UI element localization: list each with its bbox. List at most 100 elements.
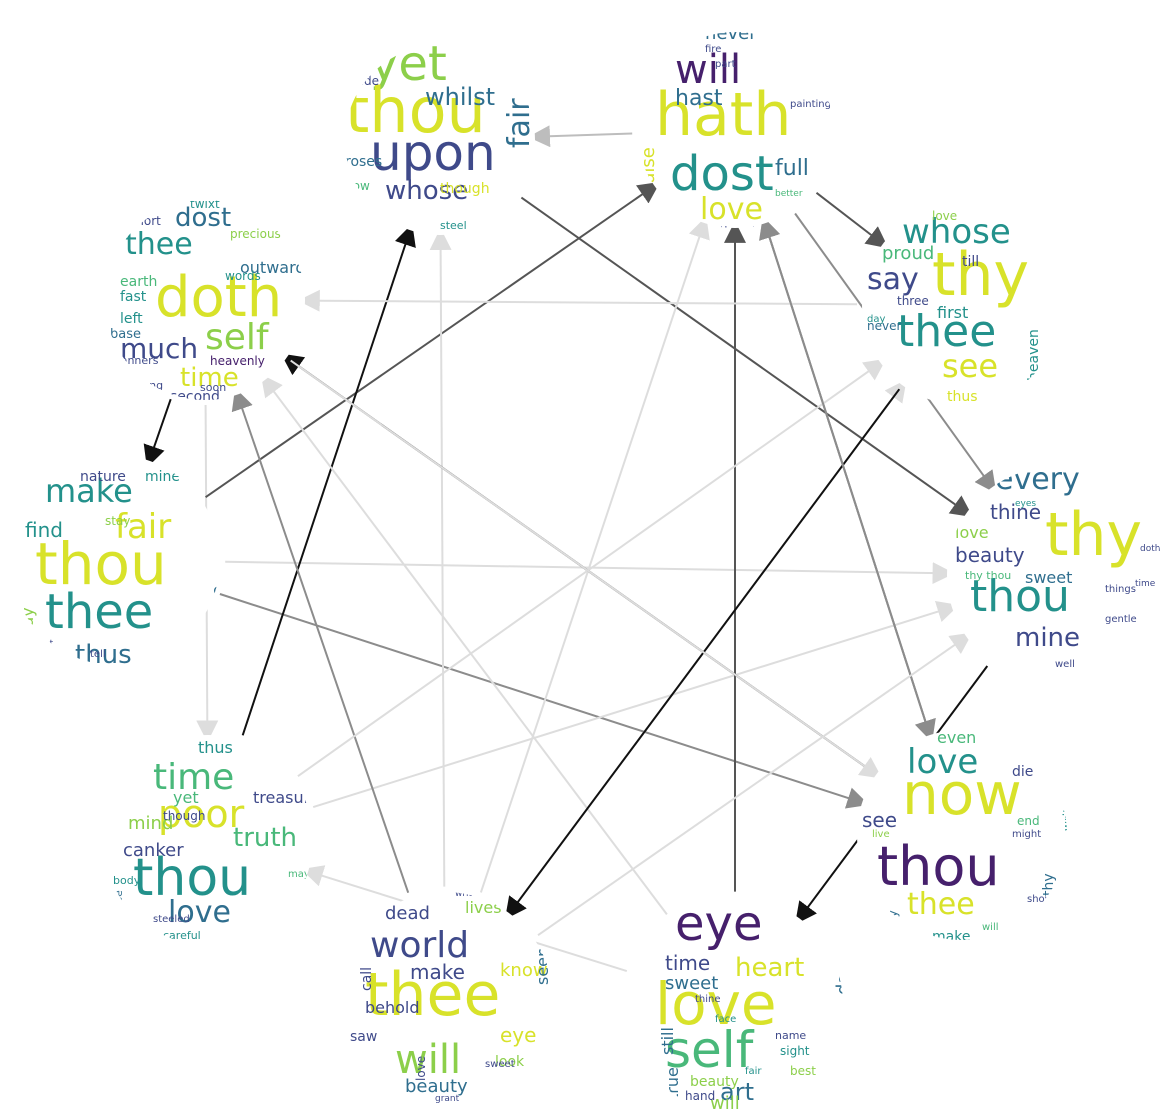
- cloud-word: see: [862, 808, 898, 832]
- cloud-word: whilst: [425, 83, 496, 111]
- cloud-word: find: [25, 518, 63, 542]
- cloud-word: beauty: [690, 1074, 739, 1090]
- cloud-word: time: [1135, 579, 1156, 589]
- cloud-word: dost: [175, 203, 232, 233]
- cloud-word: made: [345, 74, 380, 88]
- wordcloud-n9: even love die now see thou thee make end might wri…: [857, 730, 1067, 940]
- cloud-word: much: [120, 332, 199, 365]
- cloud-word: heart: [735, 953, 805, 983]
- cloud-word: love: [655, 970, 777, 1038]
- cloud-word: self: [665, 1021, 754, 1079]
- cloud-word: thou: [970, 571, 1070, 622]
- edge-n7-to-n4: [231, 387, 410, 894]
- cloud-word: happy: [1115, 474, 1143, 484]
- edge-n9-to-n2: [759, 216, 930, 731]
- cloud-word: saw: [350, 1029, 378, 1045]
- cloud-word: doth: [155, 265, 283, 330]
- cloud-word: write: [455, 892, 478, 899]
- cloud-word: thou: [345, 74, 486, 147]
- cloud-word: might: [1012, 829, 1042, 840]
- cloud-word: live: [872, 829, 890, 840]
- cloud-word: thus: [947, 389, 978, 405]
- wordcloud-n7: world dead lives thee make know eye will behold s…: [337, 892, 553, 1108]
- wordcloud-n10: every thine thy love beauty sweet thou mine thy …: [947, 467, 1163, 683]
- cloud-word: making: [345, 54, 383, 65]
- cloud-word: sight: [780, 1044, 810, 1058]
- cloud-word: doth: [1140, 544, 1161, 554]
- cloud-word: fast: [120, 289, 147, 305]
- cloud-word: world: [370, 925, 470, 966]
- cloud-word: true: [663, 1067, 682, 1101]
- edge-n6-to-n10: [312, 601, 960, 809]
- edge-n3-to-n7: [504, 388, 901, 920]
- cloud-word: fair: [502, 98, 535, 148]
- cloud-word: love: [168, 895, 231, 930]
- cloud-word: upon: [370, 124, 496, 182]
- cloud-word: thy thou: [965, 569, 1012, 582]
- cloud-word: day: [867, 314, 886, 325]
- cloud-word: even: [937, 730, 977, 747]
- cloud-word: yet: [370, 45, 447, 92]
- cloud-word: will: [675, 47, 742, 93]
- cloud-word: say: [867, 262, 919, 297]
- cloud-word: proud: [882, 243, 935, 264]
- cloud-word: come: [208, 585, 220, 635]
- cloud-word: love: [700, 192, 763, 227]
- cloud-word: lives: [465, 898, 502, 917]
- cloud-word: thou: [133, 848, 252, 908]
- wordcloud-n5: make fair thou thee thus find nature mine stay co…: [10, 455, 220, 665]
- cloud-word: write: [1061, 801, 1067, 832]
- cloud-word: though: [163, 809, 206, 823]
- cloud-word: yet: [173, 788, 199, 807]
- cloud-word: still: [658, 1027, 677, 1056]
- edge-n5-to-n2: [205, 181, 661, 499]
- edge-n6-to-n3: [297, 358, 887, 778]
- cloud-word: first: [937, 303, 969, 322]
- cloud-word: heavenly: [210, 354, 265, 368]
- cloud-word: make: [45, 472, 133, 510]
- cloud-word: outward: [240, 258, 305, 277]
- edge-n1-to-n10: [520, 196, 973, 518]
- edge-n7-to-n10: [537, 632, 973, 937]
- cloud-word: thy: [1041, 873, 1057, 896]
- cloud-word: eye: [675, 897, 763, 952]
- cloud-word: love: [955, 523, 989, 542]
- cloud-word: now: [345, 179, 370, 193]
- wordcloud-n3: whose thy say thee see proud first till three nev…: [862, 205, 1062, 405]
- cloud-word: painting: [790, 99, 831, 110]
- cloud-word: day: [833, 961, 843, 995]
- cloud-word: among: [125, 379, 164, 392]
- cloud-word: mind: [128, 813, 174, 834]
- cloud-word: mine: [1015, 623, 1081, 653]
- cloud-word: steel: [440, 219, 467, 232]
- cloud-word: die: [1012, 764, 1034, 780]
- cloud-word: sweet: [665, 973, 719, 994]
- cloud-word: truth: [233, 823, 298, 853]
- cloud-word: time: [153, 757, 235, 798]
- cloud-word: thee: [45, 584, 154, 640]
- wordcloud-n4: dost thee doth self much time outward earth fast…: [105, 200, 305, 400]
- cloud-word: heaven: [1026, 328, 1042, 381]
- cloud-word: now: [902, 760, 1022, 828]
- cloud-word: thus: [198, 738, 233, 757]
- cloud-word: thy: [1045, 500, 1143, 570]
- cloud-word: give: [500, 49, 522, 60]
- cloud-word: better: [775, 189, 803, 199]
- cloud-word: end: [1017, 814, 1040, 828]
- cloud-word: fire: [705, 44, 722, 55]
- cloud-word: dead: [385, 903, 430, 924]
- cloud-word: manners: [110, 354, 159, 367]
- cloud-word: part: [715, 59, 736, 70]
- cloud-word: face: [715, 1014, 737, 1025]
- cloud-word: left: [120, 311, 143, 327]
- cloud-word: call: [359, 966, 375, 991]
- cloud-word: soon: [200, 381, 227, 394]
- cloud-word: precious: [230, 227, 281, 241]
- cloud-word: look: [495, 1054, 525, 1070]
- cloud-word: art: [720, 1078, 754, 1106]
- edge-n2-to-n3: [815, 192, 889, 249]
- edge-n7-to-n1: [429, 228, 452, 887]
- cloud-word: second: [170, 389, 220, 400]
- cloud-word: earth: [120, 274, 158, 290]
